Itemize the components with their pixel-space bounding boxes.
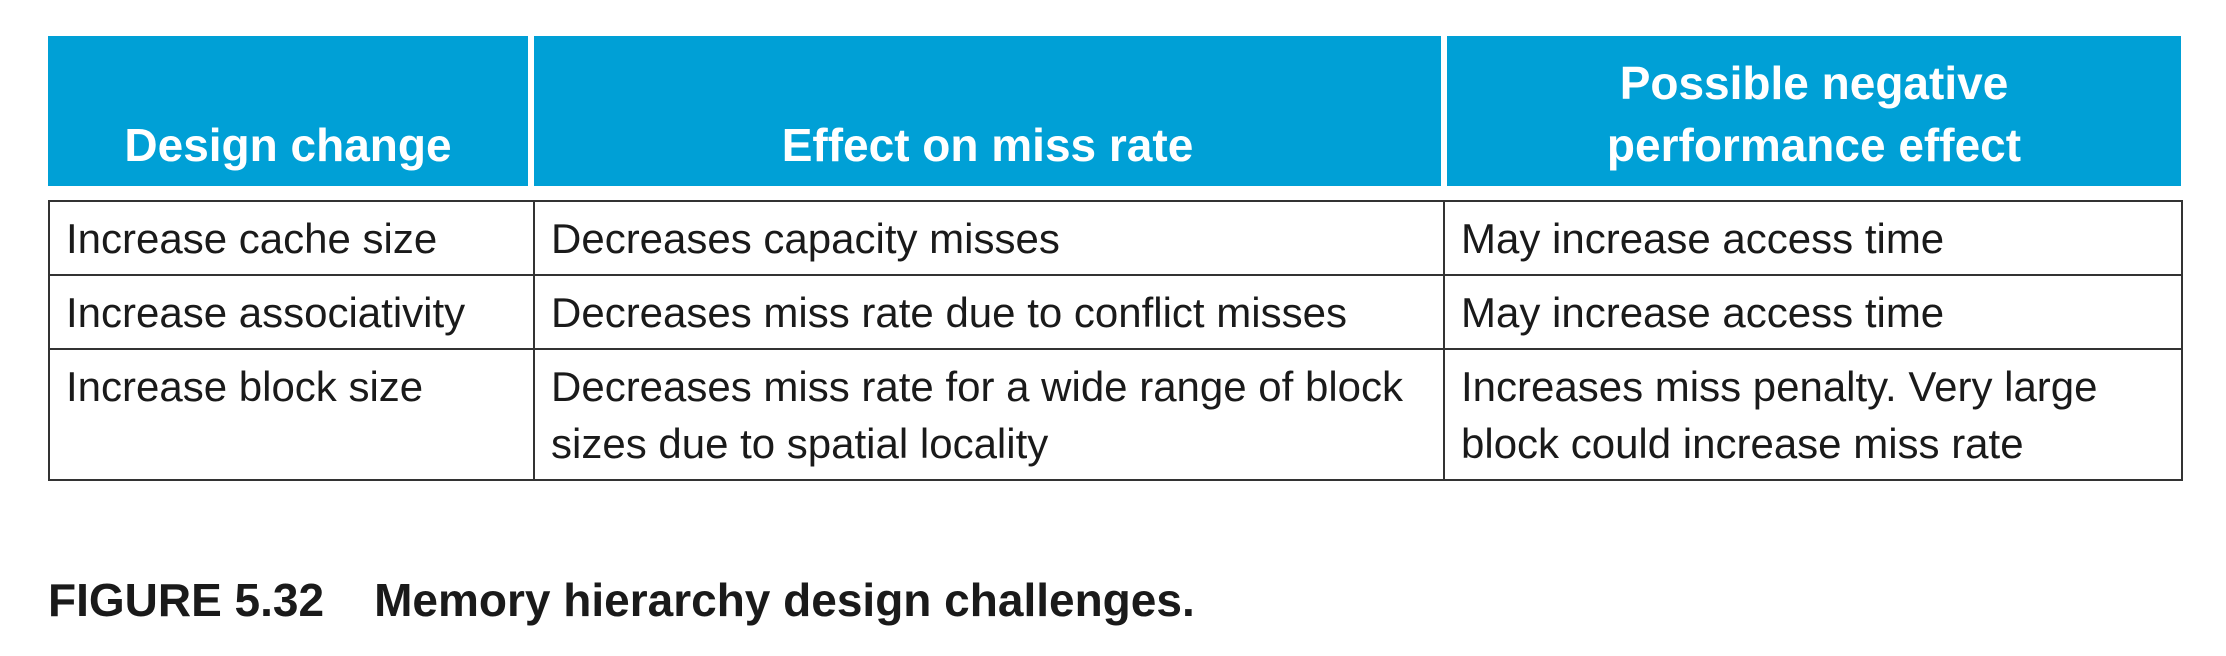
header-negative-line-2: performance effect — [1606, 119, 2022, 171]
cell-effect: Decreases capacity misses — [533, 200, 1445, 276]
cell-negative-effect: Increases miss penalty. Very large block… — [1443, 348, 2183, 481]
header-negative-effect: Possible negative performance effect — [1447, 36, 2181, 186]
cell-effect: Decreases miss rate due to conflict miss… — [533, 274, 1445, 350]
table-header-row: Design change Effect on miss rate Possib… — [48, 36, 2181, 186]
header-effect-on-miss-rate: Effect on miss rate — [534, 36, 1441, 186]
header-design-change-line-1: Design change — [124, 119, 452, 171]
figure-caption: FIGURE 5.32 Memory hierarchy design chall… — [48, 572, 1195, 628]
table-row: Increase associativity Decreases miss ra… — [48, 274, 2183, 350]
table-body: Increase cache size Decreases capacity m… — [48, 200, 2183, 481]
cell-design-change: Increase cache size — [48, 200, 535, 276]
cell-design-change: Increase block size — [48, 348, 535, 481]
cell-effect: Decreases miss rate for a wide range of … — [533, 348, 1445, 481]
figure-label: FIGURE 5.32 — [48, 574, 325, 626]
cell-design-change: Increase associativity — [48, 274, 535, 350]
header-effect-line-1: Effect on miss rate — [781, 119, 1194, 171]
header-design-change: Design change — [48, 36, 528, 186]
cell-negative-effect: May increase access time — [1443, 274, 2183, 350]
header-negative-line-1: Possible negative — [1619, 57, 2009, 109]
figure-caption-text: Memory hierarchy design challenges. — [374, 574, 1195, 626]
figure-table: Design change Effect on miss rate Possib… — [48, 36, 2183, 481]
cell-negative-effect: May increase access time — [1443, 200, 2183, 276]
table-row: Increase block size Decreases miss rate … — [48, 348, 2183, 481]
table-row: Increase cache size Decreases capacity m… — [48, 200, 2183, 276]
